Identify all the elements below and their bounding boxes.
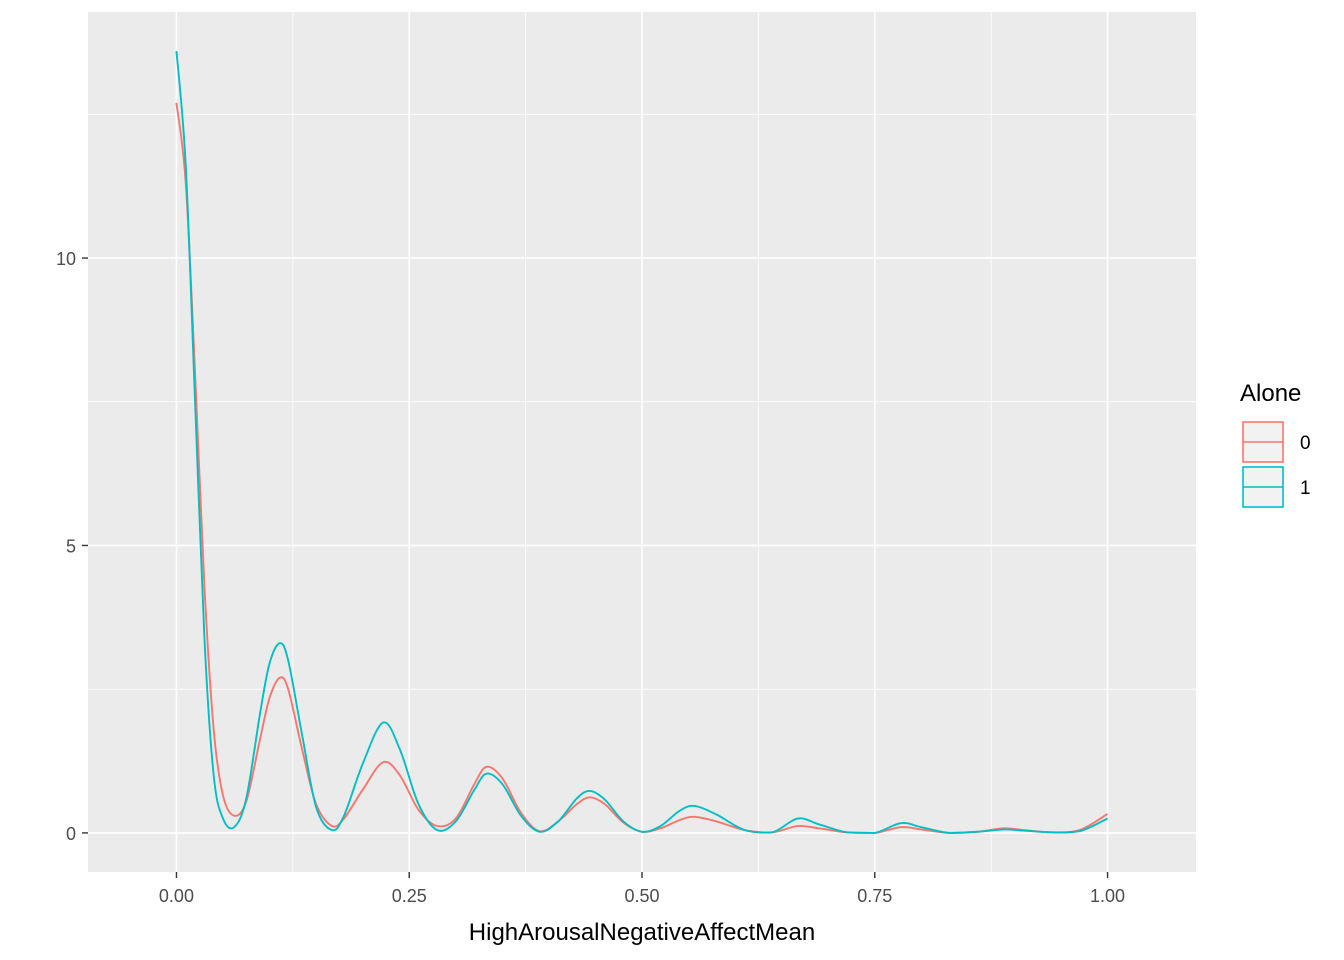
y-tick-label: 10	[56, 249, 76, 269]
x-axis-title: HighArousalNegativeAffectMean	[469, 919, 815, 946]
y-tick-label: 0	[66, 824, 76, 844]
y-tick-label: 5	[66, 536, 76, 556]
legend-label-1: 1	[1300, 478, 1311, 499]
x-axis: 0.00 0.25 0.50 0.75 1.00	[159, 872, 1125, 906]
legend: Alone 0 1	[1240, 380, 1311, 508]
y-axis: 0 5 10	[56, 249, 88, 844]
x-tick-label: 0.00	[159, 886, 194, 906]
x-tick-label: 0.25	[392, 886, 427, 906]
x-tick-label: 1.00	[1090, 886, 1125, 906]
x-tick-label: 0.75	[857, 886, 892, 906]
density-line-alone-1	[175, 51, 1108, 834]
legend-swatch-0	[1242, 421, 1284, 463]
x-tick-label: 0.50	[624, 886, 659, 906]
legend-title: Alone	[1240, 380, 1301, 407]
series-layer	[175, 51, 1109, 834]
legend-swatch-1	[1242, 466, 1284, 508]
grid-major	[88, 12, 1196, 872]
legend-label-0: 0	[1300, 433, 1311, 454]
